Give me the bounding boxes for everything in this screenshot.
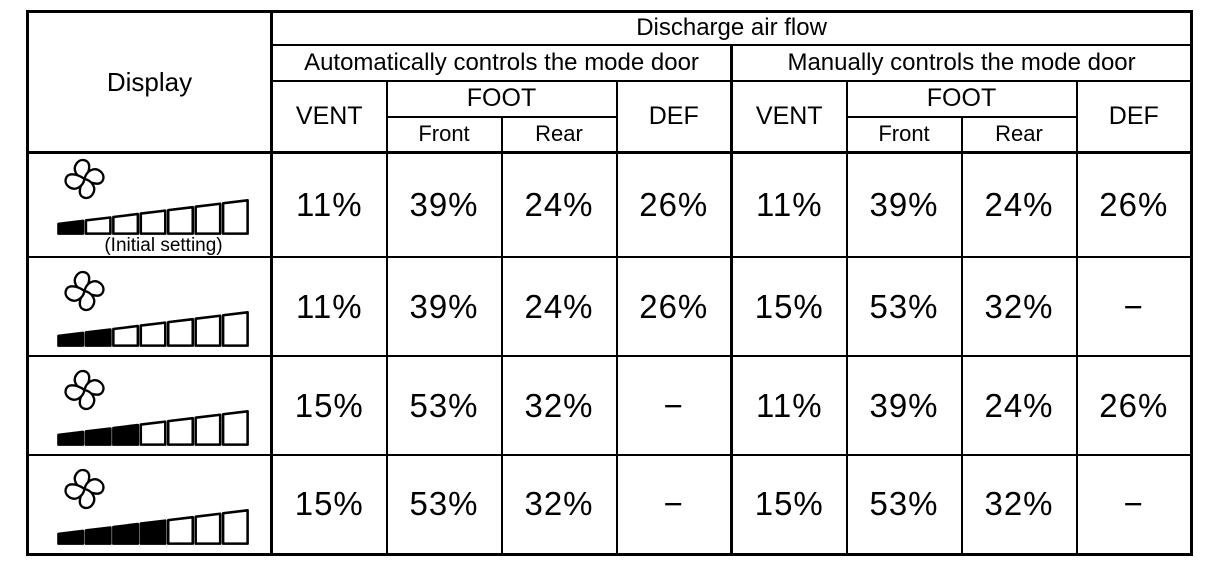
manual-foot-front-value: 39% <box>845 151 963 258</box>
manual-foot-front-value: 53% <box>845 454 963 555</box>
manual-vent-value: 11% <box>730 151 848 258</box>
display-column-header: Display <box>26 10 273 154</box>
table-row: 15% 53% 32% − 15% 53% 32% − <box>26 454 1193 555</box>
group-header-manual: Manually controls the mode door <box>729 43 1193 82</box>
fan-speed-bars <box>57 405 270 449</box>
manual-foot-rear-value: 24% <box>960 355 1078 456</box>
manual-foot-front-header: Front <box>845 115 963 154</box>
auto-foot-rear-header: Rear <box>500 115 618 154</box>
table-row: 11% 39% 24% 26% 15% 53% 32% − <box>26 256 1193 357</box>
discharge-air-flow-table: Display Discharge air flow Automatically… <box>26 10 1194 556</box>
document-page: Display Discharge air flow Automatically… <box>0 10 1216 582</box>
fan-display-cell <box>26 355 273 456</box>
table-title: Discharge air flow <box>270 10 1193 46</box>
manual-vent-value: 15% <box>730 256 848 357</box>
manual-vent-header: VENT <box>730 79 848 154</box>
auto-vent-header: VENT <box>270 79 388 154</box>
fan-display-graphic <box>29 464 270 548</box>
manual-def-value: 26% <box>1075 355 1193 456</box>
manual-def-header: DEF <box>1075 79 1193 154</box>
auto-def-value: 26% <box>615 256 733 357</box>
fan-display-graphic <box>29 365 270 449</box>
auto-foot-front-value: 39% <box>385 256 503 357</box>
manual-def-value: − <box>1075 256 1193 357</box>
auto-foot-front-value: 53% <box>385 454 503 555</box>
auto-foot-rear-value: 32% <box>500 355 618 456</box>
auto-vent-value: 11% <box>270 256 388 357</box>
fan-display-graphic <box>29 266 270 350</box>
manual-foot-front-value: 53% <box>845 256 963 357</box>
fan-speed-bars <box>57 194 270 238</box>
auto-foot-rear-value: 24% <box>500 151 618 258</box>
auto-vent-value: 11% <box>270 151 388 258</box>
manual-def-value: 26% <box>1075 151 1193 258</box>
auto-foot-rear-value: 32% <box>500 454 618 555</box>
manual-vent-value: 15% <box>730 454 848 555</box>
fan-speed-bars <box>57 504 270 548</box>
auto-vent-value: 15% <box>270 355 388 456</box>
auto-def-value: − <box>615 454 733 555</box>
fan-speed-bars <box>57 306 270 350</box>
table-row: 15% 53% 32% − 11% 39% 24% 26% <box>26 355 1193 456</box>
auto-vent-value: 15% <box>270 454 388 555</box>
manual-foot-header: FOOT <box>845 79 1078 118</box>
fan-display-cell: (Initial setting) <box>26 151 273 258</box>
auto-foot-header: FOOT <box>385 79 618 118</box>
manual-foot-rear-value: 24% <box>960 151 1078 258</box>
fan-display-cell <box>26 256 273 357</box>
manual-def-value: − <box>1075 454 1193 555</box>
auto-def-value: − <box>615 355 733 456</box>
fan-display-graphic: (Initial setting) <box>29 154 270 256</box>
table-row: (Initial setting) 11% 39% 24% 26% 11% 39… <box>26 151 1193 258</box>
manual-foot-rear-value: 32% <box>960 454 1078 555</box>
manual-foot-rear-value: 32% <box>960 256 1078 357</box>
auto-def-header: DEF <box>615 79 733 154</box>
auto-foot-front-value: 53% <box>385 355 503 456</box>
group-header-automatic: Automatically controls the mode door <box>270 43 733 82</box>
auto-foot-rear-value: 24% <box>500 256 618 357</box>
auto-def-value: 26% <box>615 151 733 258</box>
manual-foot-front-value: 39% <box>845 355 963 456</box>
auto-foot-front-header: Front <box>385 115 503 154</box>
auto-foot-front-value: 39% <box>385 151 503 258</box>
initial-setting-caption: (Initial setting) <box>104 235 223 256</box>
manual-foot-rear-header: Rear <box>960 115 1078 154</box>
fan-display-cell <box>26 454 273 555</box>
manual-vent-value: 11% <box>730 355 848 456</box>
